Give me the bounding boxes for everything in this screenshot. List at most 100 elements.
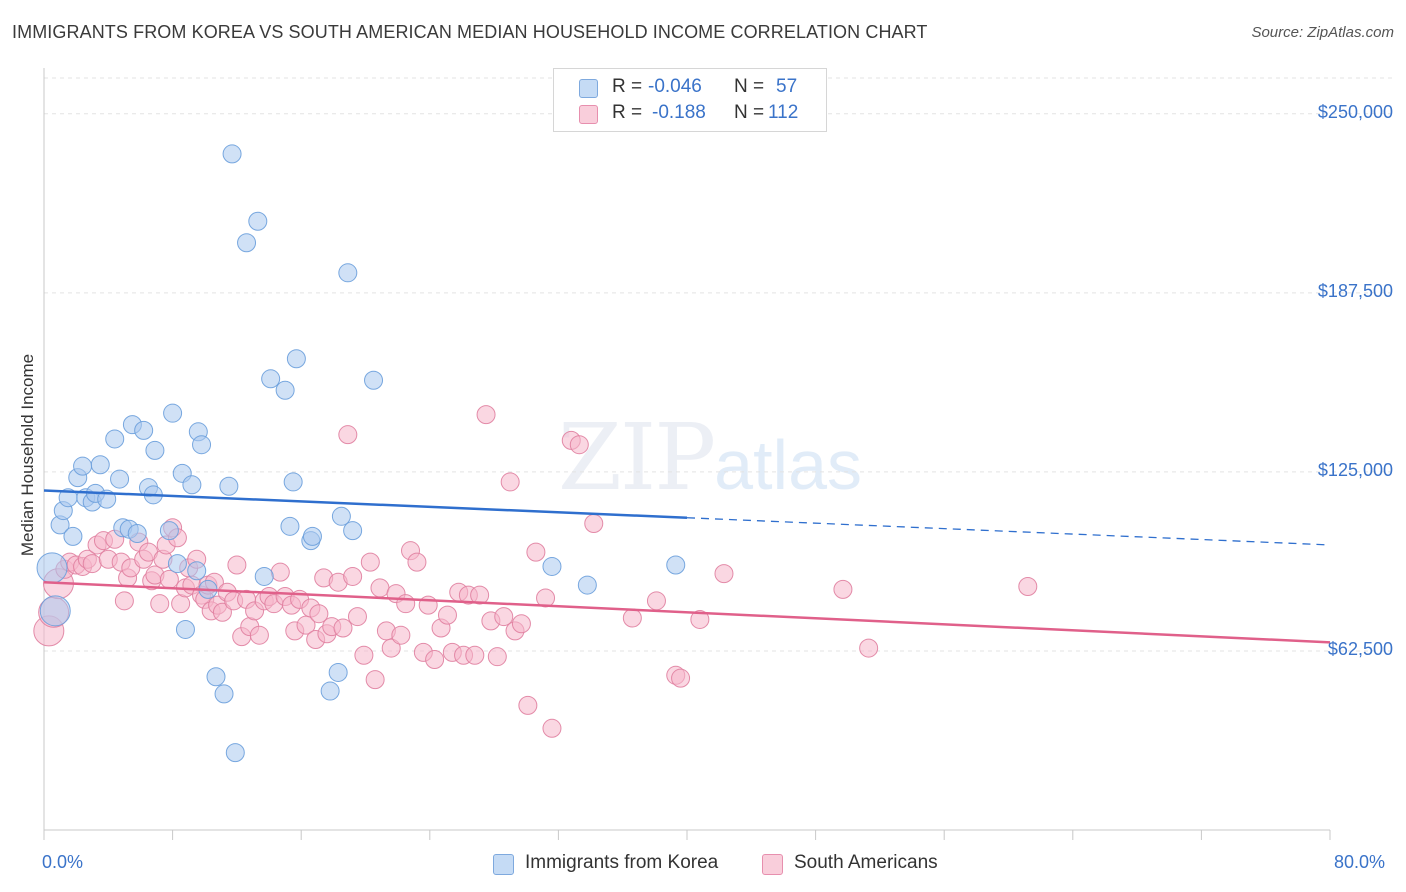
series-swatch-korea [493, 854, 514, 875]
south-americans-point [833, 579, 853, 599]
south-americans-point [171, 594, 191, 614]
legend-row-korea: R = -0.046 N = 57 [554, 76, 826, 100]
south-americans-point [159, 569, 179, 589]
south-americans-point [365, 670, 385, 690]
south-americans-point [671, 668, 691, 688]
legend-r-label: R = [612, 76, 643, 97]
south-americans-point [518, 695, 538, 715]
x-tick-label-max: 80.0% [1334, 852, 1386, 872]
correlation-legend: R = -0.046 N = 57 R = -0.188 N = 112 [553, 68, 827, 132]
korea-point [261, 369, 281, 389]
legend-n-value: 57 [776, 76, 798, 97]
trend-lines [43, 489, 1331, 644]
korea-point [145, 440, 165, 460]
south-americans-point [500, 472, 520, 492]
watermark-atlas: atlas [714, 426, 863, 504]
series-legend: Immigrants from Korea South Americans [0, 852, 1406, 878]
south-americans-point [354, 645, 374, 665]
korea-point [134, 420, 154, 440]
korea-point [127, 523, 147, 543]
series-korea-points [36, 144, 686, 763]
south-americans-point [714, 564, 734, 584]
y-tick-label: $187,500 [1317, 280, 1393, 301]
legend-r-value: -0.188 [652, 102, 706, 123]
watermark-zip: ZIP [558, 404, 716, 511]
south-americans-point [212, 602, 232, 622]
korea-point [182, 475, 202, 495]
x-tick-label-min: 0.0% [42, 852, 84, 872]
korea-point [105, 429, 125, 449]
series-label-korea: Immigrants from Korea [525, 852, 719, 873]
south-americans-point [227, 555, 247, 575]
korea-point [39, 595, 71, 627]
korea-point [248, 211, 268, 231]
legend-swatch-korea [579, 79, 598, 98]
south-americans-point [425, 650, 445, 670]
korea-point [163, 403, 183, 423]
south-americans-point [249, 625, 269, 645]
south-americans-point [859, 638, 879, 658]
korea-point [110, 469, 130, 489]
south-americans-point [338, 425, 358, 445]
south-americans-point [150, 594, 170, 614]
korea-point [577, 575, 597, 595]
korea-point [214, 684, 234, 704]
series-south-americans-points [33, 405, 1038, 738]
south-americans-point [569, 435, 589, 455]
y-tick-label: $62,500 [1327, 638, 1393, 659]
korea-point [320, 681, 340, 701]
south-americans-point [690, 609, 710, 629]
south-americans-point [536, 588, 556, 608]
korea-point [254, 566, 274, 586]
legend-n-value: 112 [768, 102, 799, 123]
korea-point [90, 455, 110, 475]
data-points [33, 144, 1038, 763]
south-americans-point [494, 607, 514, 627]
legend-n-label: N = [734, 76, 765, 97]
korea-point [542, 556, 562, 576]
south-americans-point [476, 405, 496, 425]
korea-point [280, 516, 300, 536]
legend-r-value: -0.046 [648, 76, 702, 97]
south-americans-point [511, 614, 531, 634]
south-americans-point [347, 607, 367, 627]
south-americans-point [542, 718, 562, 738]
south-americans-point [1018, 576, 1038, 596]
trend-line-korea [43, 489, 688, 519]
korea-point [167, 554, 187, 574]
korea-point [175, 619, 195, 639]
south-americans-point [584, 513, 604, 533]
korea-point [192, 435, 212, 455]
korea-point [343, 521, 363, 541]
korea-point [63, 526, 83, 546]
trend-line-south-americans [43, 580, 1331, 644]
south-americans-point [437, 605, 457, 625]
south-americans-point [333, 618, 353, 638]
legend-swatch-south-americans [579, 105, 598, 124]
grid-lines [44, 77, 1395, 652]
korea-point [666, 555, 686, 575]
series-swatch-south-americans [762, 854, 783, 875]
y-axis-label: Median Household Income [18, 353, 37, 557]
watermark: ZIPatlas [558, 404, 862, 511]
korea-point [237, 233, 257, 253]
korea-point [73, 456, 93, 476]
south-americans-point [343, 566, 363, 586]
south-americans-point [296, 615, 316, 635]
south-americans-point [270, 562, 290, 582]
south-americans-point [391, 625, 411, 645]
south-americans-point [360, 552, 380, 572]
series-label-south-americans: South Americans [794, 852, 938, 873]
south-americans-point [82, 554, 102, 574]
south-americans-point [487, 647, 507, 667]
korea-point [331, 506, 351, 526]
korea-point [328, 662, 348, 682]
legend-n-label: N = [734, 102, 765, 123]
korea-point [225, 743, 245, 763]
y-tick-label: $125,000 [1317, 459, 1393, 480]
south-americans-point [470, 585, 490, 605]
axes [43, 68, 1331, 840]
korea-point [187, 561, 207, 581]
source-credit: Source: ZipAtlas.com [1251, 24, 1394, 41]
